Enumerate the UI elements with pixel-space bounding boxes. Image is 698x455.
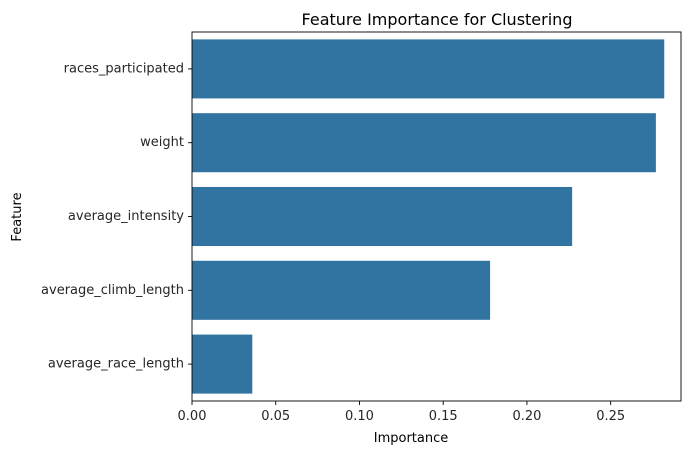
x-tick-label: 0.10 <box>345 409 374 424</box>
y-tick-label: average_climb_length <box>41 283 184 298</box>
x-tick-label: 0.05 <box>261 409 290 424</box>
y-tick-label: average_race_length <box>48 357 184 372</box>
bar-average-race-length <box>192 334 253 394</box>
y-tick-label: average_intensity <box>68 209 184 224</box>
x-axis-label: Importance <box>374 431 449 446</box>
chart-title: Feature Importance for Clustering <box>302 10 573 29</box>
y-axis-label: Feature <box>10 192 25 241</box>
bar-average-intensity <box>192 186 573 247</box>
bar-average-climb-length <box>192 260 491 320</box>
x-tick-label: 0.25 <box>596 409 625 424</box>
y-tick-label: races_participated <box>64 61 184 76</box>
x-axis-ticks: 0.00 0.05 0.10 0.15 0.20 0.25 <box>178 401 625 424</box>
x-tick-label: 0.15 <box>429 409 458 424</box>
plot-frame <box>191 31 682 402</box>
y-tick-label: weight <box>140 135 184 150</box>
bar-races-participated <box>192 39 665 99</box>
plot-area <box>192 39 665 394</box>
x-tick-label: 0.00 <box>178 409 207 424</box>
bar-weight <box>192 113 656 173</box>
x-tick-label: 0.20 <box>512 409 541 424</box>
